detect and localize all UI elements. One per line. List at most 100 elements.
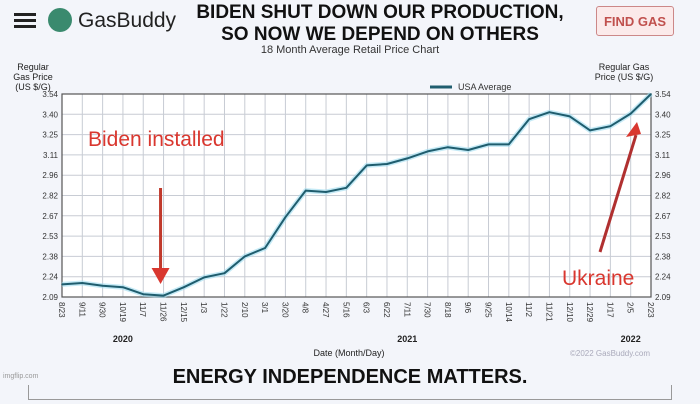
x-tick-label: 3/1 [260,302,269,314]
data-point [264,247,266,249]
y-tick-label-right: 3.54 [655,90,671,99]
data-point [406,157,409,160]
x-tick-label: 12/10 [565,302,574,323]
data-point [61,283,63,286]
annotation-ukraine: Ukraine [562,267,634,290]
x-tick-label: 5/16 [341,302,350,318]
data-point [487,143,490,146]
bottom-border [28,385,672,400]
x-tick-label: 11/2 [524,302,533,318]
y-tick-label-right: 3.40 [655,110,671,119]
y-tick-label-left: 3.25 [42,131,58,140]
find-gas-button[interactable]: FIND GAS [596,6,674,36]
x-tick-label: 12/15 [179,302,188,323]
x-tick-label: 1/3 [199,302,208,314]
y-tick-label-right: 2.82 [655,192,671,201]
x-tick-label: 6/22 [382,302,391,318]
x-axis-label: Date (Month/Day) [313,348,384,358]
data-point [325,191,327,193]
x-tick-label: 7/30 [423,302,432,318]
data-point [304,189,307,192]
data-point [122,286,124,289]
data-point [365,164,368,167]
y-tick-label-left: 2.09 [42,293,58,302]
x-tick-label: 11/21 [544,302,553,322]
plot-border [61,93,652,298]
arrow-up-icon [626,122,641,137]
gasbuddy-logo-icon [48,8,72,32]
x-tick-label: 8/18 [443,302,452,318]
x-tick-label: 3/20 [280,302,289,318]
data-point [203,276,205,279]
data-point [467,149,470,151]
data-point [589,129,591,132]
data-point [508,143,510,146]
data-point [223,272,226,275]
meme-caption: ENERGY INDEPENDENCE MATTERS. [172,366,528,388]
annotation-biden-installed: Biden installed [88,128,225,151]
data-point [426,150,429,153]
y-tick-label-left: 2.96 [42,171,58,180]
data-point [345,187,348,189]
y-tick-label-right: 2.67 [655,212,671,221]
arrow-down-icon [151,268,170,284]
data-point [568,115,571,118]
meme-headline: BIDEN SHUT DOWN OUR PRODUCTION, SO NOW W… [180,2,580,46]
y-axis-label-left: Regular Gas Price (US $/G) [13,62,53,92]
y-tick-label-left: 3.54 [42,90,58,99]
data-point [284,216,287,218]
legend-label: USA Average [458,82,511,92]
x-tick-label: 4/27 [321,302,330,318]
x-tick-label: 10/14 [504,302,513,323]
data-point [528,118,530,120]
x-tick-label: 2/10 [240,302,249,318]
y-tick-label-right: 2.96 [655,171,671,180]
y-tick-label-right: 2.09 [655,293,671,302]
x-tick-label: 11/7 [138,302,147,318]
year-label: 2021 [397,334,417,344]
y-tick-label-left: 2.67 [42,212,58,221]
x-tick-label: 9/11 [77,302,86,318]
y-tick-label-right: 3.25 [655,131,671,140]
x-tick-label: 2/5 [626,302,635,314]
series-line-usa-average [61,93,652,297]
x-tick-label: 2/23 [646,302,655,318]
year-label: 2020 [113,334,133,344]
y-tick-label-left: 2.24 [42,273,58,282]
copyright-text: ©2022 GasBuddy.com [570,349,650,358]
data-point [183,286,185,289]
data-point [101,285,104,287]
y-tick-label-right: 3.11 [655,151,671,160]
y-tick-label-left: 3.40 [42,110,58,119]
x-tick-label: 9/25 [484,302,493,318]
x-tick-label: 1/17 [605,302,614,318]
y-axis-label-right: Regular Gas Price (US $/G) [594,62,654,82]
chart-title: 18 Month Average Retail Price Chart [260,44,440,56]
x-tick-label: 11/26 [159,302,168,322]
data-point [81,282,84,284]
y-tick-label-right: 2.24 [655,273,671,282]
x-tick-label: 8/23 [57,302,66,318]
x-tick-label: 9/30 [98,302,107,318]
y-tick-label-right: 2.38 [655,252,671,261]
data-point [447,146,449,148]
data-point [650,93,652,95]
y-tick-label-left: 3.11 [43,151,59,160]
logo-text[interactable]: GasBuddy [78,9,177,32]
y-tick-label-right: 2.53 [655,232,671,241]
x-tick-label: 10/19 [118,302,127,323]
menu-icon[interactable] [14,10,36,31]
x-tick-label: 4/8 [301,302,310,314]
x-tick-label: 7/11 [402,302,411,318]
headline-line-2: SO NOW WE DEPEND ON OTHERS [221,24,539,45]
data-point [243,255,246,258]
data-point [609,125,612,127]
data-point [629,112,632,115]
x-tick-label: 1/22 [219,302,228,318]
x-tick-label: 6/3 [362,302,371,314]
data-point [386,163,388,165]
x-tick-label: 12/29 [585,302,594,323]
year-label: 2022 [621,334,641,344]
data-point [162,294,165,297]
